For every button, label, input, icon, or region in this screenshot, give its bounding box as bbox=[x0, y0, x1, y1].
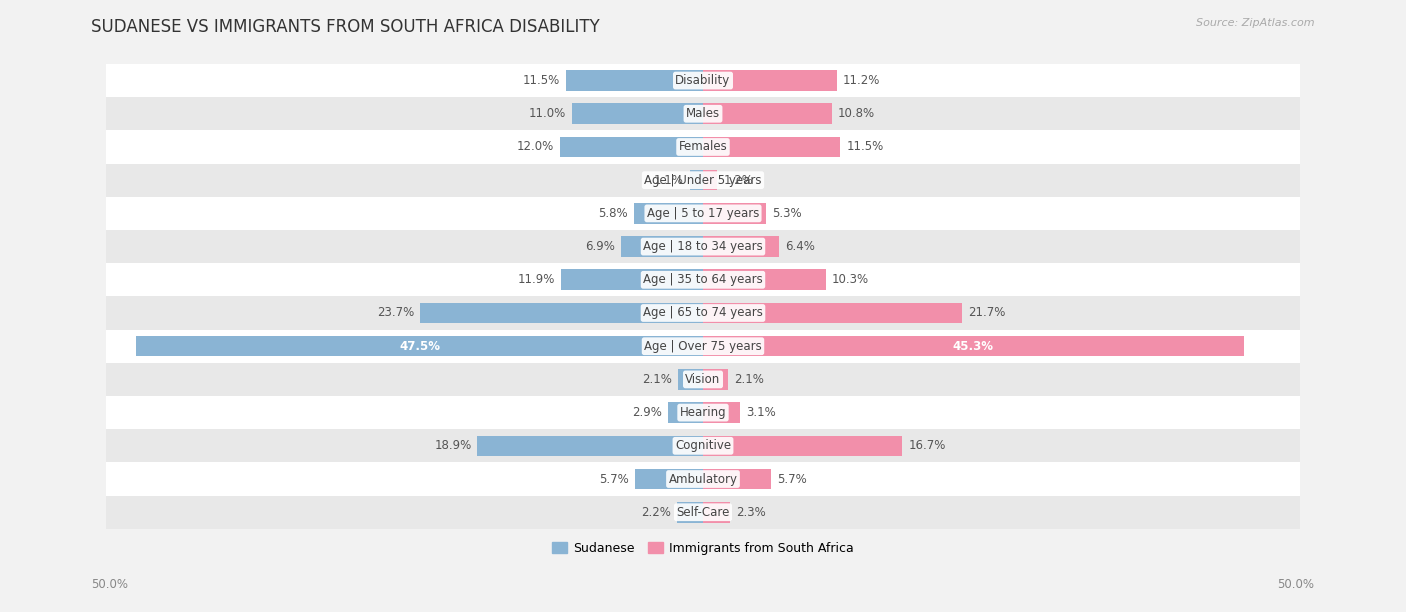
Text: 6.9%: 6.9% bbox=[585, 240, 614, 253]
Bar bbox=[107, 429, 1299, 463]
Text: 23.7%: 23.7% bbox=[377, 307, 415, 319]
Bar bbox=[420, 303, 703, 323]
Bar bbox=[107, 130, 1299, 163]
Text: Age | 18 to 34 years: Age | 18 to 34 years bbox=[643, 240, 763, 253]
Bar bbox=[703, 436, 903, 456]
Bar bbox=[690, 170, 703, 190]
Bar bbox=[107, 64, 1299, 97]
Bar bbox=[107, 263, 1299, 296]
Bar bbox=[634, 203, 703, 223]
Text: Vision: Vision bbox=[685, 373, 721, 386]
Bar bbox=[560, 136, 703, 157]
Text: 1.2%: 1.2% bbox=[723, 174, 754, 187]
Bar bbox=[107, 363, 1299, 396]
Bar bbox=[703, 170, 717, 190]
Bar bbox=[678, 369, 703, 390]
Text: 5.8%: 5.8% bbox=[598, 207, 628, 220]
Bar bbox=[703, 369, 728, 390]
Bar bbox=[703, 236, 779, 257]
Text: Cognitive: Cognitive bbox=[675, 439, 731, 452]
Text: Age | 65 to 74 years: Age | 65 to 74 years bbox=[643, 307, 763, 319]
Bar bbox=[572, 103, 703, 124]
Bar bbox=[703, 336, 1243, 357]
Bar bbox=[703, 203, 766, 223]
Text: 2.2%: 2.2% bbox=[641, 506, 671, 519]
Bar bbox=[703, 269, 825, 290]
Text: 2.3%: 2.3% bbox=[737, 506, 766, 519]
Text: 2.1%: 2.1% bbox=[643, 373, 672, 386]
Bar bbox=[561, 269, 703, 290]
Legend: Sudanese, Immigrants from South Africa: Sudanese, Immigrants from South Africa bbox=[547, 537, 859, 560]
Text: 50.0%: 50.0% bbox=[91, 578, 128, 591]
Text: 45.3%: 45.3% bbox=[953, 340, 994, 353]
Bar bbox=[668, 402, 703, 423]
Bar bbox=[107, 496, 1299, 529]
Text: Source: ZipAtlas.com: Source: ZipAtlas.com bbox=[1197, 18, 1315, 28]
Bar bbox=[703, 303, 962, 323]
Bar bbox=[676, 502, 703, 523]
Bar bbox=[703, 70, 837, 91]
Text: 12.0%: 12.0% bbox=[516, 141, 554, 154]
Text: 11.9%: 11.9% bbox=[517, 274, 555, 286]
Bar bbox=[703, 402, 740, 423]
Text: 5.7%: 5.7% bbox=[599, 472, 628, 485]
Bar bbox=[703, 502, 731, 523]
Bar bbox=[703, 136, 841, 157]
Text: Disability: Disability bbox=[675, 74, 731, 87]
Text: 10.8%: 10.8% bbox=[838, 107, 875, 121]
Bar bbox=[565, 70, 703, 91]
Bar bbox=[136, 336, 703, 357]
Bar bbox=[620, 236, 703, 257]
Text: 21.7%: 21.7% bbox=[967, 307, 1005, 319]
Text: 18.9%: 18.9% bbox=[434, 439, 471, 452]
Text: 6.4%: 6.4% bbox=[786, 240, 815, 253]
Text: Ambulatory: Ambulatory bbox=[668, 472, 738, 485]
Text: Self-Care: Self-Care bbox=[676, 506, 730, 519]
Bar bbox=[107, 396, 1299, 429]
Text: 5.3%: 5.3% bbox=[772, 207, 801, 220]
Bar bbox=[107, 296, 1299, 330]
Bar bbox=[636, 469, 703, 490]
Text: Age | 5 to 17 years: Age | 5 to 17 years bbox=[647, 207, 759, 220]
Text: 11.5%: 11.5% bbox=[846, 141, 883, 154]
Text: 11.0%: 11.0% bbox=[529, 107, 565, 121]
Text: 50.0%: 50.0% bbox=[1278, 578, 1315, 591]
Text: 11.5%: 11.5% bbox=[523, 74, 560, 87]
Bar bbox=[107, 163, 1299, 197]
Text: Hearing: Hearing bbox=[679, 406, 727, 419]
Text: 11.2%: 11.2% bbox=[842, 74, 880, 87]
Bar bbox=[107, 97, 1299, 130]
Text: 5.7%: 5.7% bbox=[778, 472, 807, 485]
Text: Females: Females bbox=[679, 141, 727, 154]
Text: 47.5%: 47.5% bbox=[399, 340, 440, 353]
Bar bbox=[703, 469, 770, 490]
Text: Age | Under 5 years: Age | Under 5 years bbox=[644, 174, 762, 187]
Text: 3.1%: 3.1% bbox=[747, 406, 776, 419]
Text: 16.7%: 16.7% bbox=[908, 439, 946, 452]
Text: 10.3%: 10.3% bbox=[832, 274, 869, 286]
Text: 2.9%: 2.9% bbox=[633, 406, 662, 419]
Text: Age | 35 to 64 years: Age | 35 to 64 years bbox=[643, 274, 763, 286]
Bar bbox=[107, 463, 1299, 496]
Bar bbox=[478, 436, 703, 456]
Text: Age | Over 75 years: Age | Over 75 years bbox=[644, 340, 762, 353]
Bar bbox=[703, 103, 832, 124]
Text: Males: Males bbox=[686, 107, 720, 121]
Text: 2.1%: 2.1% bbox=[734, 373, 763, 386]
Text: SUDANESE VS IMMIGRANTS FROM SOUTH AFRICA DISABILITY: SUDANESE VS IMMIGRANTS FROM SOUTH AFRICA… bbox=[91, 18, 600, 36]
Text: 1.1%: 1.1% bbox=[654, 174, 683, 187]
Bar bbox=[107, 230, 1299, 263]
Bar bbox=[107, 330, 1299, 363]
Bar bbox=[107, 197, 1299, 230]
